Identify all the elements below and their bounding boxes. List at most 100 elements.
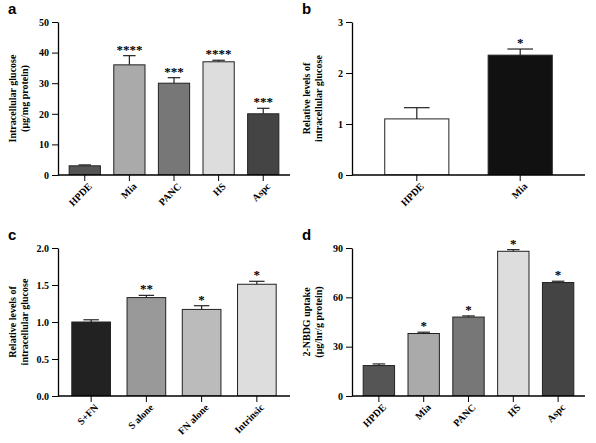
x-tick-label: HS xyxy=(505,401,523,419)
x-tick-mark xyxy=(256,396,257,402)
x-axis: HPDEMia xyxy=(352,175,585,208)
significance-label: * xyxy=(517,35,524,50)
y-tick-label: 1.5 xyxy=(37,280,50,291)
x-tick: HPDE xyxy=(361,396,389,429)
x-tick: Aspc xyxy=(250,175,273,203)
y-tick-label: 2 xyxy=(338,68,343,79)
y-tick-label: 0 xyxy=(338,170,343,181)
y-tick-mark xyxy=(52,53,58,54)
x-tick-mark xyxy=(416,175,417,181)
significance-label: * xyxy=(510,236,517,251)
significance-label: **** xyxy=(116,42,142,57)
x-tick-label: HPDE xyxy=(67,180,95,208)
y-tick: 10 xyxy=(39,139,58,150)
panel-label: a xyxy=(8,0,17,17)
error-bar-cap xyxy=(404,107,430,108)
x-tick: HS xyxy=(211,175,229,198)
y-axis: 0.0 0.5 1.0 1.5 2.0 xyxy=(37,243,59,402)
x-tick-label: Mia xyxy=(119,181,139,201)
y-tick: 0.5 xyxy=(37,354,59,365)
bar xyxy=(453,317,484,396)
x-tick-mark xyxy=(378,396,379,402)
y-axis-line xyxy=(58,249,59,397)
x-axis-line xyxy=(58,395,290,396)
y-tick-mark xyxy=(346,73,352,74)
y-axis-title: 2-NBDG uptake xyxy=(301,287,312,357)
panel-label: d xyxy=(302,226,311,243)
x-tick-label: Intrinsic xyxy=(232,401,266,435)
y-tick: 3 xyxy=(338,17,352,28)
y-axis-title: Relative levels of xyxy=(301,62,312,134)
figure: **************01020304050HPDEMiaPANCHSAs… xyxy=(0,0,596,443)
x-tick-mark xyxy=(174,175,175,181)
x-tick-label: S alone xyxy=(126,401,156,431)
bar xyxy=(248,114,279,175)
y-axis-title: Intracellular glucose xyxy=(7,54,18,142)
y-tick-mark xyxy=(346,248,352,249)
bar xyxy=(408,334,439,396)
y-tick-label: 1 xyxy=(338,119,343,130)
error-bar-stem xyxy=(129,56,130,65)
x-tick-mark xyxy=(263,175,264,181)
y-tick-mark xyxy=(52,396,58,397)
x-tick-mark xyxy=(558,396,559,402)
y-tick: 60 xyxy=(333,292,352,303)
y-tick-label: 0.5 xyxy=(37,354,50,365)
x-tick-mark xyxy=(146,396,147,402)
y-tick-mark xyxy=(52,83,58,84)
x-tick-mark xyxy=(468,396,469,402)
bar xyxy=(363,366,394,396)
x-tick: Intrinsic xyxy=(232,396,266,435)
y-axis-title: (μg/hr/g protein) xyxy=(313,286,325,357)
x-tick: HPDE xyxy=(67,175,95,208)
significance-label: **** xyxy=(206,46,232,61)
x-tick-mark xyxy=(520,175,521,181)
x-tick: Mia xyxy=(509,175,529,201)
plot-area xyxy=(385,49,553,175)
panel: *0123HPDEMiaRelative levels ofintracellu… xyxy=(301,0,585,208)
x-tick: PANC xyxy=(451,396,478,429)
x-tick-label: HS xyxy=(211,180,229,198)
x-tick: Mia xyxy=(119,175,139,201)
bar xyxy=(72,322,111,396)
y-tick-mark xyxy=(346,175,352,176)
y-tick-mark xyxy=(52,285,58,286)
y-tick-label: 3 xyxy=(338,17,343,28)
y-tick-mark xyxy=(52,175,58,176)
significance-label: ** xyxy=(140,281,153,296)
error-bar xyxy=(373,364,386,366)
y-tick-label: 2.0 xyxy=(37,243,50,254)
x-tick: Aspc xyxy=(545,396,568,424)
x-axis: S+FNS aloneFN aloneIntrinsic xyxy=(58,396,290,437)
error-bar-cap xyxy=(79,164,91,165)
y-tick-mark xyxy=(52,22,58,23)
y-tick: 0.0 xyxy=(37,391,59,402)
y-tick: 50 xyxy=(39,17,58,28)
y-tick: 30 xyxy=(39,78,58,89)
panel: ****0.00.51.01.52.0S+FNS aloneFN aloneIn… xyxy=(7,226,290,437)
y-tick: 1.5 xyxy=(37,280,59,291)
y-tick-label: 90 xyxy=(333,243,343,254)
panel-label: c xyxy=(8,226,16,243)
panel-label: b xyxy=(302,0,311,17)
y-tick-label: 1.0 xyxy=(37,317,50,328)
error-bar xyxy=(79,164,91,166)
y-tick: 0 xyxy=(338,391,352,402)
bar xyxy=(114,65,145,175)
x-tick-label: FN alone xyxy=(176,401,211,436)
y-axis-line xyxy=(352,249,353,397)
error-bar-cap xyxy=(83,319,98,320)
x-axis-line xyxy=(352,174,585,175)
y-axis: 01020304050 xyxy=(39,17,59,181)
significance-label: * xyxy=(198,292,205,307)
x-tick-mark xyxy=(513,396,514,402)
y-tick-mark xyxy=(52,359,58,360)
y-tick: 2.0 xyxy=(37,243,59,254)
significance-label: *** xyxy=(164,64,184,79)
x-tick-mark xyxy=(129,175,130,181)
y-tick: 0 xyxy=(338,170,352,181)
y-tick-label: 0 xyxy=(338,391,343,402)
x-tick-label: Mia xyxy=(509,181,529,201)
y-tick-mark xyxy=(346,297,352,298)
y-tick: 1.0 xyxy=(37,317,59,328)
